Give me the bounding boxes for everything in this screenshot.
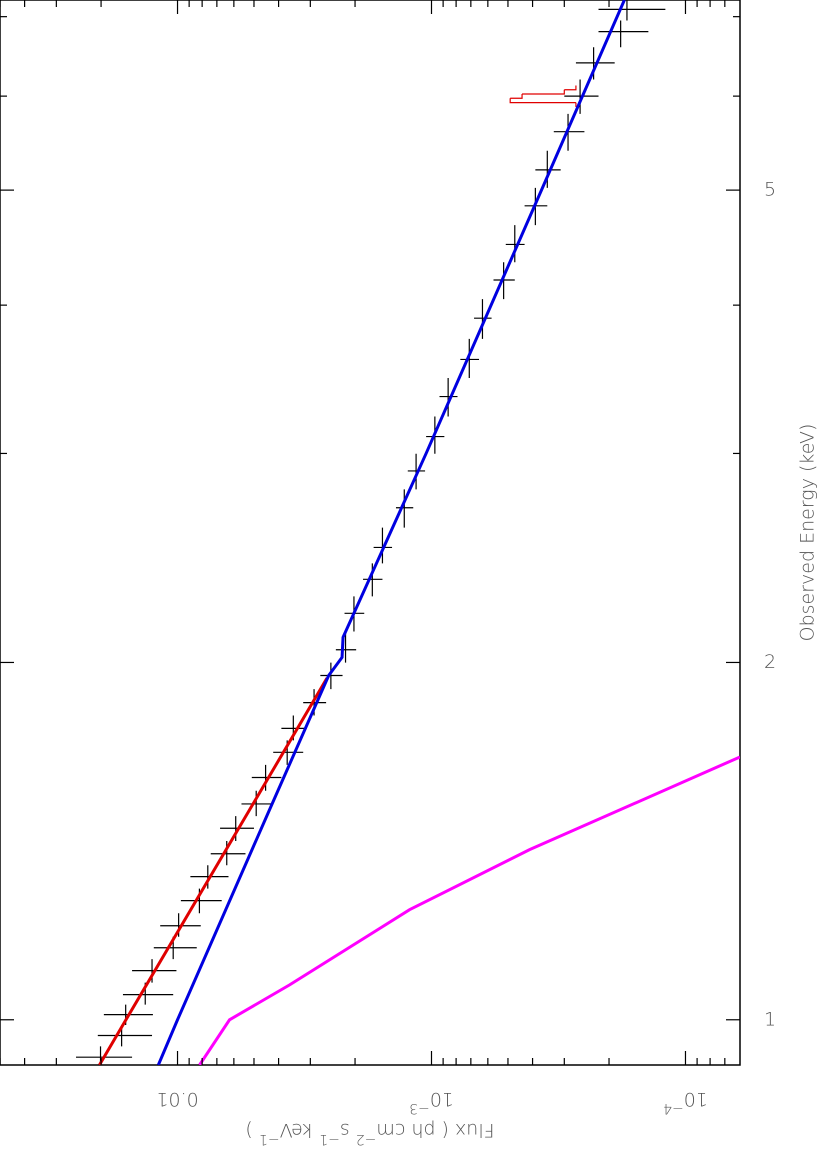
y-axis-label-part: keV <box>280 1120 320 1142</box>
plot-area <box>76 0 740 1065</box>
data-bin <box>407 453 426 490</box>
x-axis-label: Observed Energy (keV) <box>797 424 819 642</box>
plot-frame <box>0 0 741 1066</box>
model-curve <box>198 755 740 1065</box>
y-axis-label-exponent: −1 <box>259 1131 280 1146</box>
y-axis-label-exponent: −2 <box>356 1131 377 1146</box>
y-axis-label-exponent: −1 <box>319 1131 340 1146</box>
data-bin <box>122 982 174 1005</box>
data-bin <box>510 93 523 99</box>
model-curve <box>98 677 329 1065</box>
data-bin <box>509 98 576 104</box>
y-tick-label: 10−3 <box>409 1089 454 1117</box>
data-bin <box>153 936 197 960</box>
data-bin <box>598 0 666 21</box>
y-tick-label: 10−4 <box>663 1089 708 1117</box>
data-bin <box>439 378 458 417</box>
data-bin <box>210 840 246 866</box>
y-tick-exponent: −3 <box>409 1100 430 1116</box>
data-bin <box>522 89 565 95</box>
y-tick-exponent: −4 <box>663 1100 684 1116</box>
y-axis-label-part: s <box>340 1120 356 1142</box>
x-tick-label: 5 <box>764 179 776 201</box>
data-bin <box>241 790 274 817</box>
data-bin <box>335 631 357 663</box>
data-bin <box>251 764 282 791</box>
data-bin <box>474 299 492 339</box>
data-bin <box>97 1025 153 1047</box>
y-axis-label-part: Flux ( ph cm <box>376 1120 494 1142</box>
x-tick-label: 1 <box>764 1008 776 1030</box>
data-bin <box>320 662 343 690</box>
y-tick-label: 0.01 <box>156 1089 198 1111</box>
y-tick-text: 0.01 <box>156 1089 198 1111</box>
x-tick-label: 2 <box>764 651 776 673</box>
data-bin <box>395 489 414 528</box>
y-tick-base: 10 <box>684 1089 708 1111</box>
data-bin <box>553 113 585 151</box>
data-bin <box>493 262 515 300</box>
data-bin <box>598 20 649 48</box>
data-bin <box>564 85 577 91</box>
y-axis-label-part: ) <box>246 1120 259 1142</box>
y-tick-base: 10 <box>430 1089 454 1111</box>
data-bin <box>505 225 525 263</box>
y-axis-label: Flux ( ph cm−2 s−1 keV−1 ) <box>246 1120 495 1147</box>
model-curve <box>156 0 626 1065</box>
data-bin <box>535 150 561 188</box>
